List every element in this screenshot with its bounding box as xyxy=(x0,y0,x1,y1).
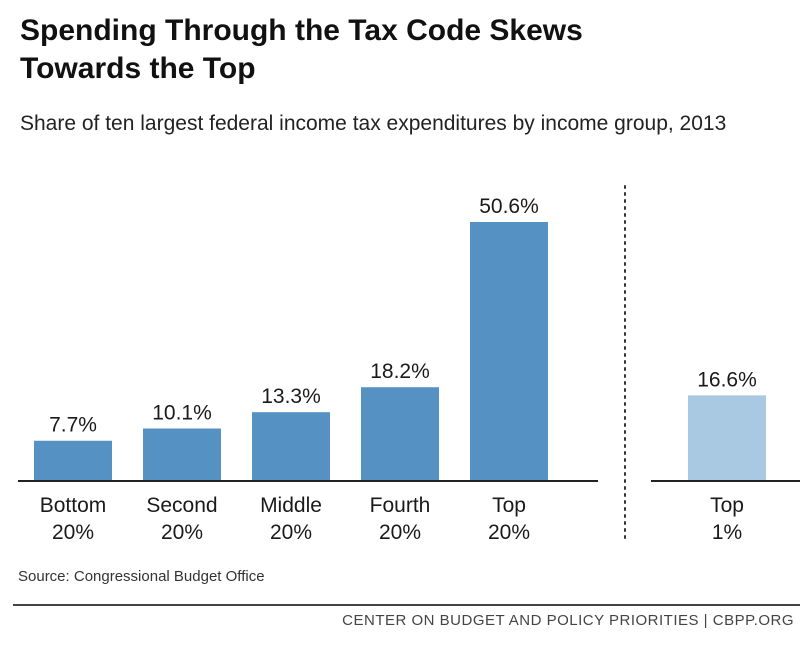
data-label: 16.6% xyxy=(697,368,757,391)
category-label: Second xyxy=(146,494,217,517)
bar xyxy=(470,222,548,480)
data-label: 10.1% xyxy=(152,402,212,425)
category-label: 20% xyxy=(379,521,421,544)
source-note: Source: Congressional Budget Office xyxy=(18,568,265,585)
category-label: Middle xyxy=(260,494,322,517)
data-label: 50.6% xyxy=(479,195,539,218)
footer-divider xyxy=(13,604,800,606)
footer-credit: CENTER ON BUDGET AND POLICY PRIORITIES |… xyxy=(342,612,794,629)
chart-title: Spending Through the Tax Code Skews Towa… xyxy=(20,12,760,88)
bar xyxy=(361,387,439,480)
data-label: 7.7% xyxy=(49,414,97,437)
category-label: Bottom xyxy=(40,494,107,517)
category-label: Top xyxy=(492,494,526,517)
category-label: 1% xyxy=(712,521,742,544)
bar xyxy=(252,412,330,480)
category-label: 20% xyxy=(270,521,312,544)
category-label: 20% xyxy=(161,521,203,544)
category-label: 20% xyxy=(52,521,94,544)
data-label: 13.3% xyxy=(261,385,321,408)
category-label: Top xyxy=(710,494,744,517)
chart-title-line-2: Towards the Top xyxy=(20,52,256,85)
bar xyxy=(143,428,221,480)
chart-subtitle: Share of ten largest federal income tax … xyxy=(20,112,727,135)
bar-chart: 7.7% Bottom 20% 10.1% Second 20% 13.3% Middle 20… xyxy=(18,185,800,544)
bar xyxy=(34,440,112,480)
chart-title-line-1: Spending Through the Tax Code Skews xyxy=(20,14,583,47)
category-label: Fourth xyxy=(370,494,431,517)
category-label: 20% xyxy=(488,521,530,544)
bar xyxy=(688,395,766,480)
data-label: 18.2% xyxy=(370,360,430,383)
